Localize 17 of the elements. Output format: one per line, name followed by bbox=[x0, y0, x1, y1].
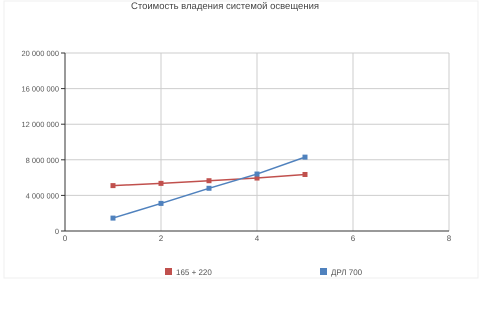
legend-label: 165 + 220 bbox=[176, 268, 212, 277]
point bbox=[110, 216, 116, 221]
point bbox=[158, 180, 164, 186]
point bbox=[254, 172, 260, 177]
x-tick-label: 0 bbox=[62, 234, 68, 243]
point bbox=[302, 172, 308, 177]
x-tick-label: 2 bbox=[158, 234, 164, 243]
x-tick-label: 6 bbox=[350, 234, 356, 243]
point bbox=[110, 183, 116, 188]
x-tick-label: 4 bbox=[254, 234, 260, 243]
point bbox=[206, 186, 212, 191]
x-tick-label: 8 bbox=[446, 234, 452, 243]
point bbox=[206, 178, 212, 184]
legend-label: ДРЛ 700 bbox=[331, 268, 363, 277]
point bbox=[302, 154, 308, 160]
point bbox=[158, 200, 164, 206]
chart-title: Стоимость владения системой освещения bbox=[130, 1, 320, 12]
